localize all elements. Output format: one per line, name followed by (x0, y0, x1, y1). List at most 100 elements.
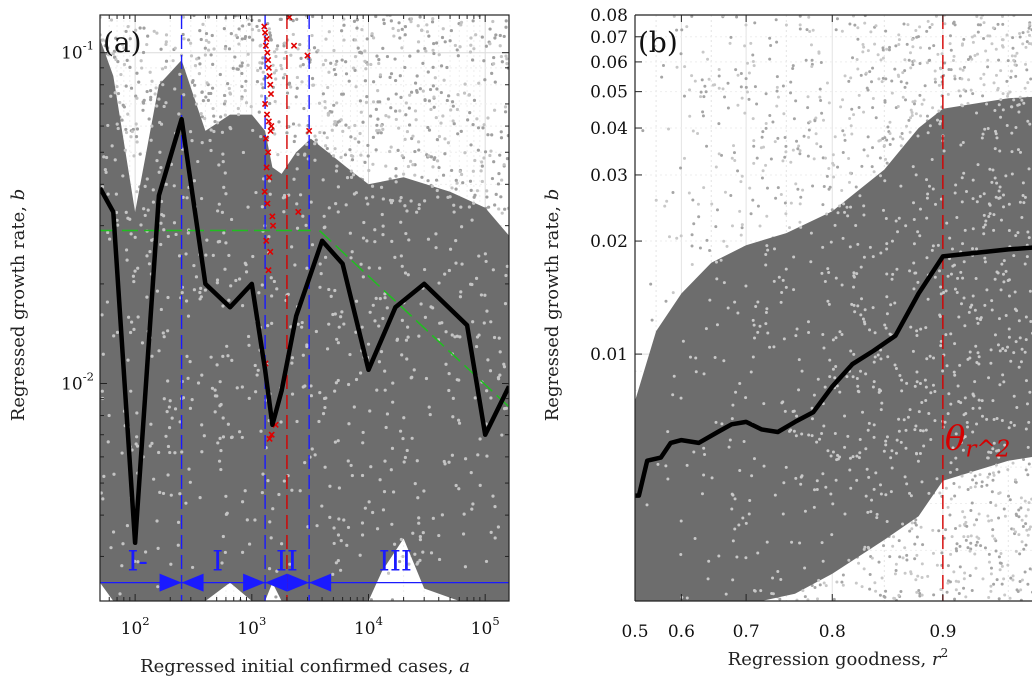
scatter-point (430, 20, 435, 24)
scatter-point (1021, 42, 1025, 46)
scatter-point (318, 390, 322, 395)
scatter-point (826, 267, 830, 271)
scatter-point (202, 434, 206, 438)
scatter-point (748, 499, 752, 503)
scatter-point (231, 66, 235, 70)
scatter-point (904, 224, 908, 228)
scatter-point (489, 320, 493, 324)
scatter-point (500, 60, 504, 64)
scatter-point (981, 94, 985, 98)
scatter-point (927, 491, 931, 495)
scatter-point (789, 201, 793, 205)
scatter-point (220, 561, 224, 565)
scatter-point (905, 381, 909, 385)
scatter-point (954, 547, 958, 551)
scatter-point (458, 295, 463, 299)
scatter-point (378, 266, 382, 270)
scatter-point (992, 213, 996, 217)
scatter-point (395, 338, 399, 342)
scatter-point (802, 134, 806, 138)
scatter-point (914, 29, 918, 33)
scatter-point (155, 31, 159, 35)
scatter-point (991, 26, 995, 30)
scatter-point (873, 42, 877, 46)
scatter-point (455, 334, 459, 338)
scatter-point (346, 525, 351, 530)
scatter-point (104, 39, 108, 43)
scatter-point (899, 144, 903, 148)
scatter-point (121, 174, 125, 178)
scatter-point (855, 376, 859, 380)
red-point (266, 174, 273, 181)
scatter-point (999, 218, 1003, 222)
scatter-point (313, 142, 317, 146)
scatter-point (220, 210, 225, 214)
scatter-point (404, 231, 408, 236)
scatter-point (650, 318, 654, 322)
scatter-point (417, 334, 421, 338)
scatter-point (1004, 313, 1008, 317)
scatter-point (192, 179, 197, 183)
scatter-point (946, 581, 950, 585)
scatter-point (665, 199, 669, 203)
scatter-point (816, 377, 820, 381)
scatter-point (891, 137, 895, 141)
scatter-point (671, 191, 675, 195)
scatter-point (740, 96, 744, 100)
scatter-point (1013, 290, 1017, 294)
scatter-point (1023, 262, 1027, 266)
scatter-point (916, 230, 920, 234)
scatter-point (484, 44, 488, 48)
scatter-point (841, 573, 845, 577)
scatter-point (782, 112, 786, 116)
scatter-point (162, 228, 166, 232)
scatter-point (730, 224, 734, 228)
scatter-point (342, 38, 346, 42)
scatter-point (1020, 540, 1024, 544)
scatter-point (290, 245, 294, 249)
scatter-point (829, 492, 833, 496)
scatter-point (879, 251, 883, 255)
scatter-point (237, 277, 242, 281)
scatter-point (924, 399, 928, 403)
scatter-point (983, 127, 987, 131)
scatter-point (856, 384, 860, 388)
scatter-point (417, 206, 421, 211)
scatter-point (803, 566, 807, 570)
scatter-point (1023, 195, 1027, 199)
scatter-point (1018, 95, 1022, 99)
scatter-point (856, 37, 860, 41)
scatter-point (251, 254, 255, 259)
scatter-point (969, 470, 973, 474)
scatter-point (432, 51, 436, 56)
scatter-point (152, 477, 156, 481)
scatter-point (463, 82, 467, 86)
scatter-point (339, 539, 343, 543)
scatter-point (975, 540, 979, 544)
scatter-point (109, 18, 114, 22)
scatter-point (205, 238, 209, 242)
scatter-point (227, 47, 232, 51)
scatter-point (1013, 530, 1017, 534)
scatter-point (1012, 394, 1016, 398)
scatter-point (873, 581, 877, 585)
red-point (263, 164, 270, 171)
scatter-point (990, 42, 994, 46)
scatter-point (293, 263, 297, 267)
scatter-point (418, 87, 422, 91)
scatter-point (871, 385, 875, 389)
scatter-point (764, 122, 768, 126)
red-point (269, 222, 277, 229)
scatter-point (759, 589, 763, 593)
scatter-point (125, 58, 129, 62)
scatter-point (489, 530, 493, 535)
scatter-point (273, 99, 277, 104)
scatter-point (150, 354, 154, 358)
scatter-point (774, 196, 778, 200)
scatter-point (975, 316, 979, 320)
scatter-point (321, 411, 326, 416)
red-point (263, 237, 270, 244)
scatter-point (137, 80, 141, 84)
scatter-point (929, 391, 933, 395)
scatter-point (1027, 420, 1031, 424)
